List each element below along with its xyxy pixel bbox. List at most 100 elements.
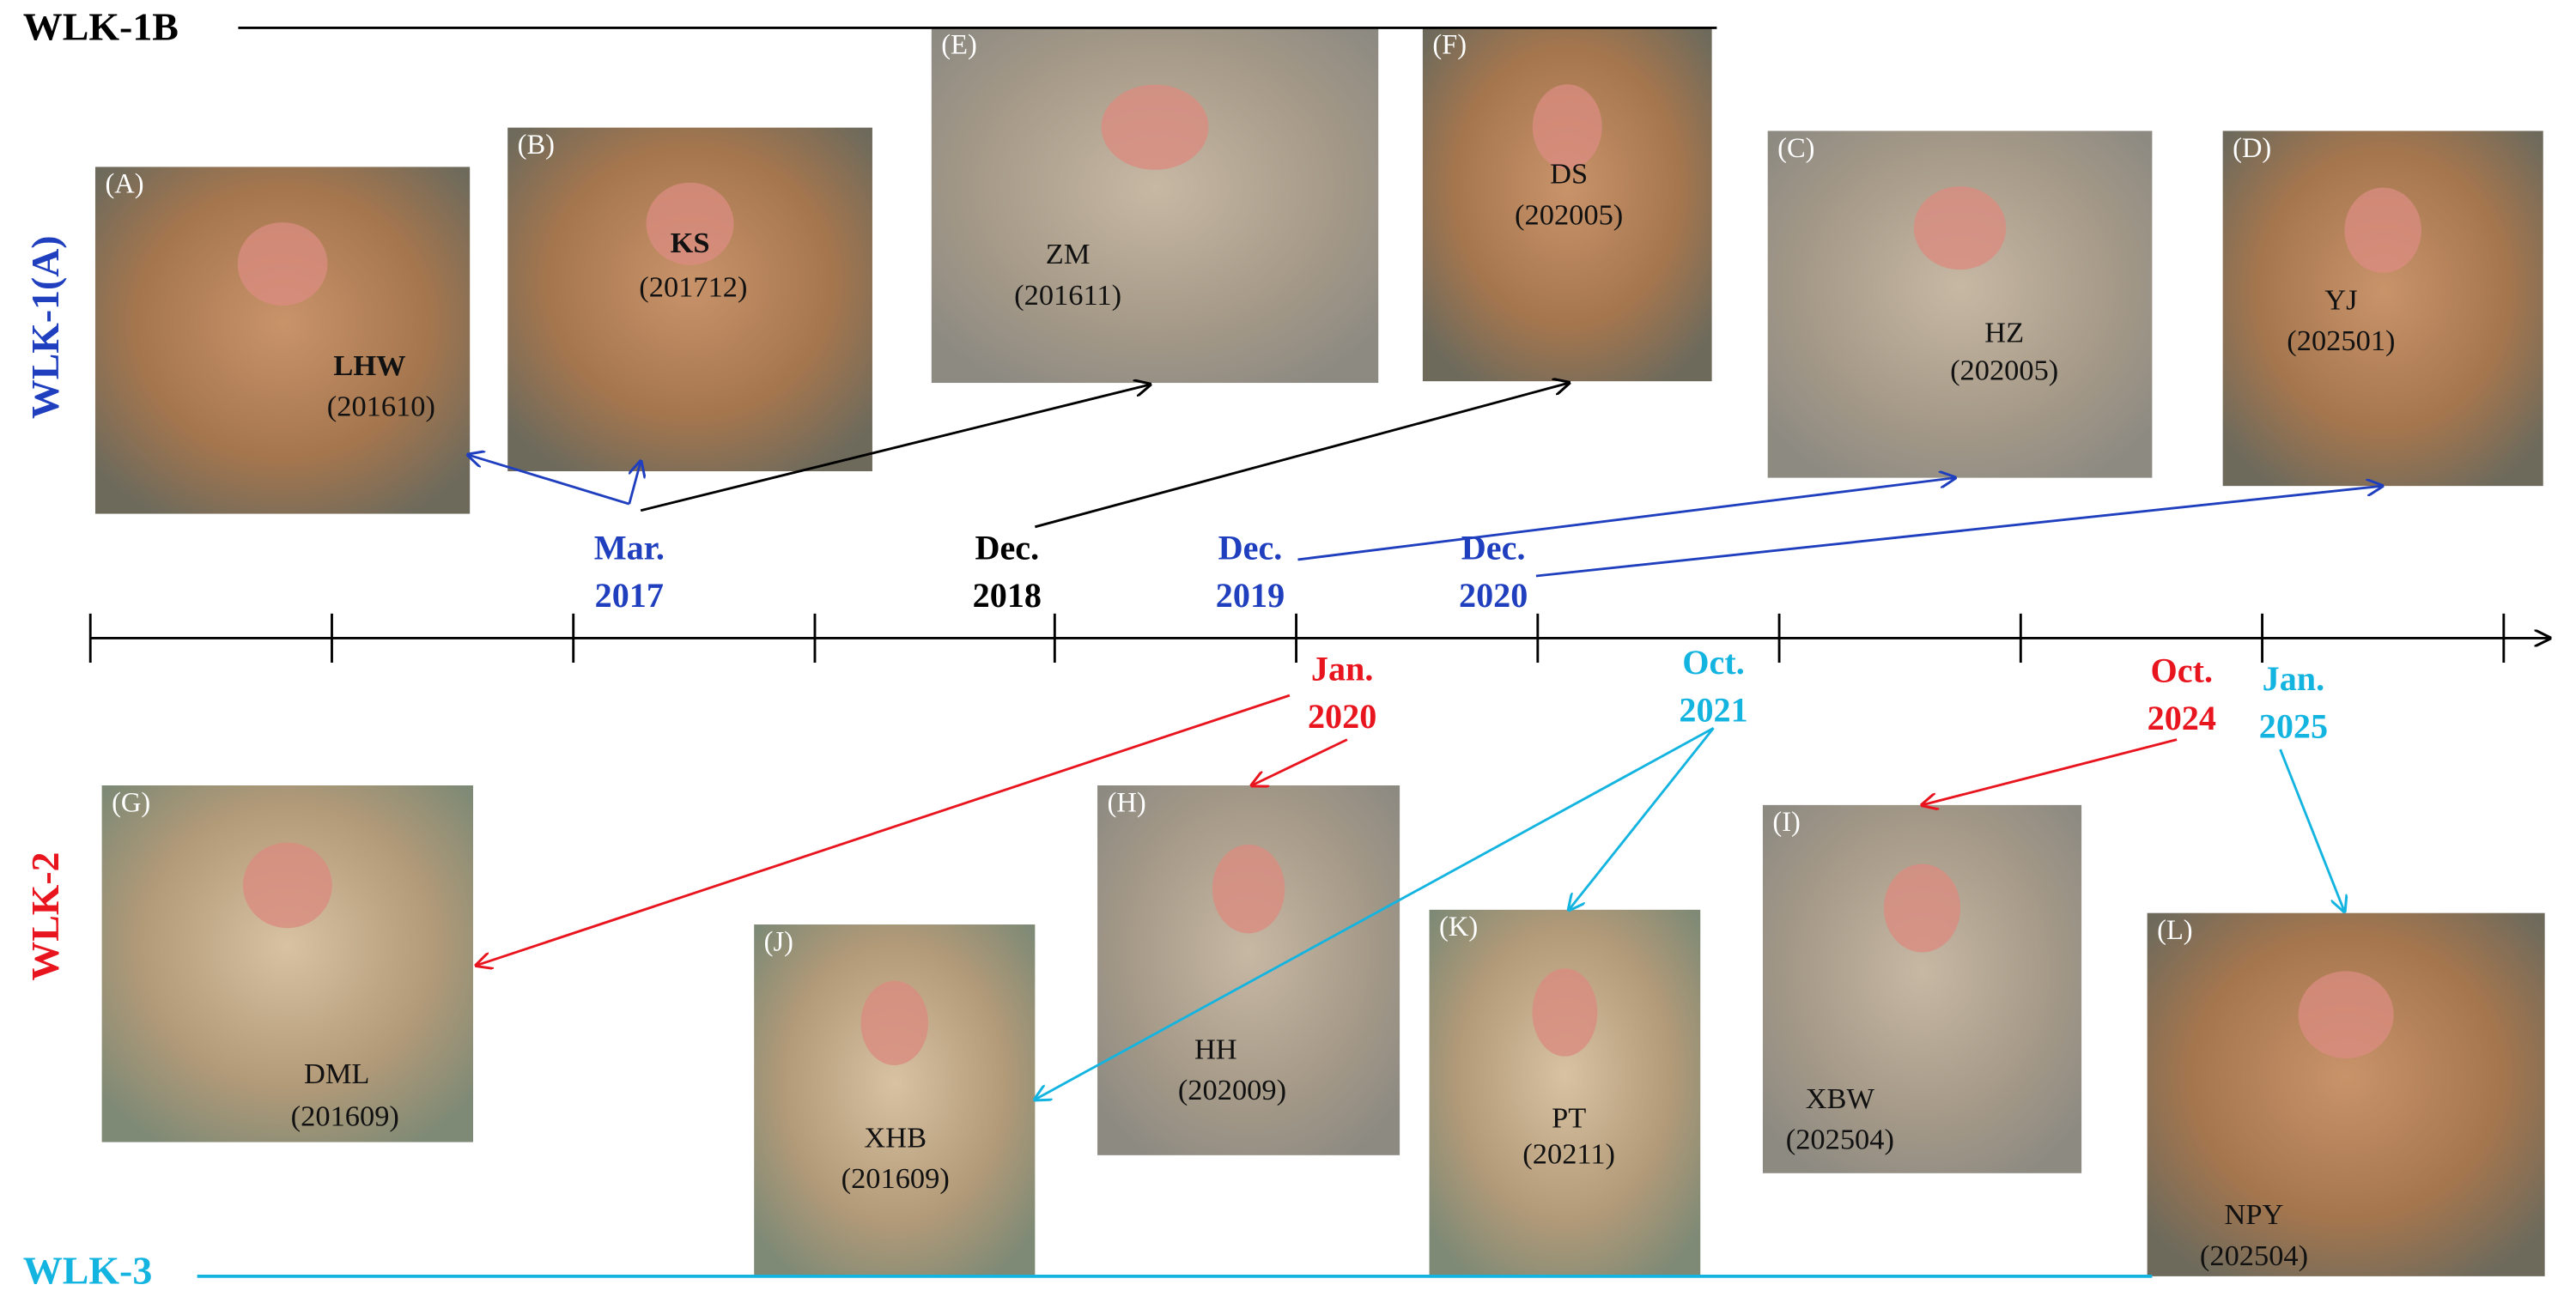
monkey-name: XBW (1806, 1082, 1875, 1115)
photo-image (931, 27, 1379, 384)
monkey-name: HH (1194, 1033, 1237, 1066)
arrow (2279, 748, 2345, 912)
face (2298, 971, 2394, 1058)
monkey-name: DML (304, 1058, 369, 1090)
arrows (468, 383, 2382, 1100)
photo: (L) NPY (202504) (2147, 912, 2545, 1276)
monkey-code: (201609) (841, 1162, 950, 1195)
monkey-code: (201611) (1014, 279, 1121, 312)
monkey-name: LHW (333, 349, 405, 382)
photo: (E) ZM (201611) (931, 27, 1379, 384)
panel-label: (L) (2157, 915, 2193, 946)
date-month: Jan. (2263, 659, 2325, 698)
photo: (K) PT(20211) (1429, 909, 1701, 1276)
face (242, 842, 332, 929)
panel-label: (J) (764, 926, 793, 957)
panel-label: (C) (1777, 133, 1814, 164)
photo-image (94, 167, 471, 514)
panel-label: (K) (1439, 912, 1478, 942)
monkey-code: (202504) (1786, 1123, 1894, 1155)
group-label: WLK-2 (23, 852, 67, 981)
date-year: 2020 (1308, 697, 1376, 736)
monkey-name: NPY (2225, 1198, 2284, 1231)
photo-image (754, 924, 1036, 1276)
monkey-name: YJ (2324, 284, 2357, 317)
face (2344, 187, 2421, 273)
monkey-code: (202009) (1178, 1074, 1286, 1106)
face (1101, 84, 1209, 170)
date-month: Oct. (1682, 643, 1744, 682)
monkey-name: ZM (1046, 238, 1091, 270)
date-year: 2021 (1679, 690, 1747, 729)
panel-label: (G) (112, 787, 150, 818)
face (1212, 844, 1285, 934)
date-year: 2017 (595, 576, 664, 615)
arrow (1297, 478, 1954, 561)
photo-image (1762, 804, 2082, 1173)
group-label: WLK-1B (23, 5, 179, 49)
panel-label: (A) (105, 169, 143, 200)
arrow (1252, 738, 1348, 785)
date-month: Mar. (594, 529, 665, 567)
monkey-code: (201609) (291, 1100, 399, 1133)
arrow (1923, 738, 2178, 805)
face (860, 980, 929, 1065)
photo: (H) HH (202009) (1097, 785, 1400, 1155)
arrow (468, 455, 630, 506)
arrow (640, 385, 1150, 512)
arrow (1035, 727, 1715, 1100)
face (237, 222, 328, 306)
photo: (I) XBW (202504) (1762, 804, 2082, 1173)
photo: (J) XHB (201609) (754, 924, 1036, 1276)
monkey-name: HZ (1984, 317, 2024, 349)
dates: Mar. 2017 Dec. 2018 Dec. 2019 Dec. 2020 Jan. 2020… (594, 529, 2328, 746)
photo-image (2147, 912, 2545, 1276)
date-year: 2025 (2259, 706, 2328, 745)
date-month: Dec. (975, 529, 1039, 567)
monkey-code: (202005) (1515, 198, 1623, 231)
panel-label: (F) (1432, 30, 1467, 61)
monkey-name: XHB (864, 1122, 927, 1154)
photo-image (101, 785, 474, 1142)
photo: (A) LHW (201610) (94, 167, 471, 514)
date-year: 2018 (973, 576, 1042, 615)
panel-label: (D) (2233, 133, 2271, 164)
photos: (A) LHW (201610) (B) KS (201712) (E) ZM (201611)… (94, 27, 2545, 1276)
panel-label: (B) (518, 130, 555, 161)
photo: (C) HZ (202005) (1767, 130, 2153, 478)
date-year: 2024 (2148, 699, 2216, 737)
photo-image (2222, 130, 2543, 487)
photo-image (1767, 130, 2153, 478)
panel-label: (H) (1108, 787, 1146, 818)
monkey-name: PT (1552, 1102, 1586, 1135)
photo-image (1429, 909, 1701, 1276)
monkey-code: (202501) (2287, 324, 2395, 357)
face (1913, 186, 2007, 270)
face (1883, 864, 1961, 953)
face (646, 182, 734, 265)
monkey-code: (202504) (2200, 1239, 2308, 1272)
monkey-code: (201712) (639, 270, 747, 303)
date-month: Oct. (2151, 651, 2213, 690)
photo: (D) YJ (202501) (2222, 130, 2543, 487)
arrow (1535, 486, 2382, 578)
photo: (F) DS (202005) (1422, 27, 1712, 382)
date-month: Jan. (1311, 650, 1374, 688)
arrow (1034, 383, 1569, 529)
monkey-name: DS (1550, 158, 1588, 191)
photo: (B) KS (201712) (507, 127, 872, 471)
date-year: 2020 (1459, 576, 1528, 615)
monkey-name: KS (671, 227, 710, 259)
monkey-code: (202005) (1950, 355, 2058, 387)
date-month: Dec. (1461, 529, 1526, 567)
arrow (628, 462, 641, 505)
arrow (477, 694, 1291, 966)
panel-label: (E) (941, 30, 977, 61)
monkey-code: (20211) (1522, 1138, 1615, 1171)
timeline (88, 613, 2549, 664)
date-year: 2019 (1216, 576, 1285, 615)
group-label: WLK-3 (23, 1249, 152, 1293)
date-month: Dec. (1218, 529, 1283, 567)
